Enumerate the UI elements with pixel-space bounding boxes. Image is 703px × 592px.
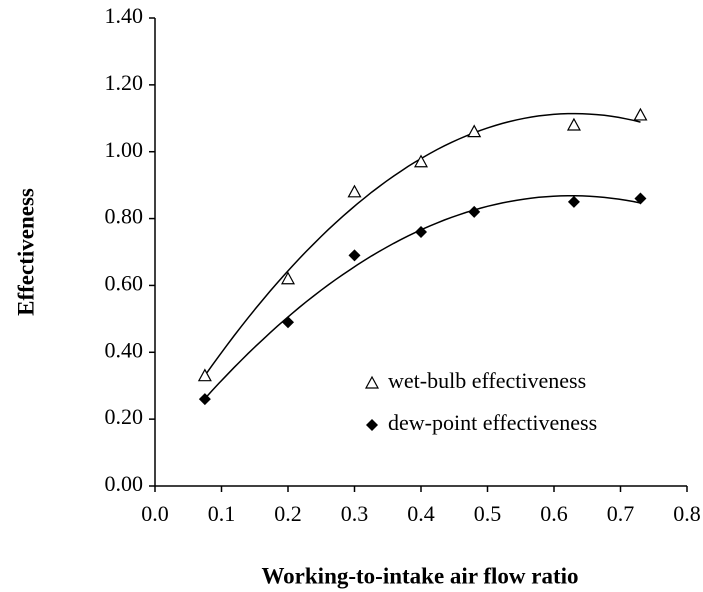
- x-tick-label: 0.4: [407, 501, 435, 526]
- point: [413, 154, 429, 168]
- x-tick-label: 0.7: [607, 501, 635, 526]
- x-tick-label: 0.8: [673, 501, 701, 526]
- point: [280, 271, 296, 285]
- point: [633, 107, 648, 121]
- legend-label: dew-point effectiveness: [388, 410, 597, 435]
- point: [197, 368, 212, 382]
- x-axis-title: Working-to-intake air flow ratio: [261, 563, 578, 588]
- y-tick-label: 0.00: [105, 471, 144, 496]
- point: [467, 124, 482, 138]
- x-tick-label: 0.3: [341, 501, 369, 526]
- y-tick-label: 0.40: [105, 337, 144, 362]
- point: [415, 225, 427, 238]
- point: [347, 184, 362, 198]
- point: [468, 205, 481, 218]
- x-tick-label: 0.0: [141, 501, 169, 526]
- point: [282, 316, 294, 329]
- point: [566, 117, 581, 131]
- x-tick-label: 0.6: [540, 501, 568, 526]
- point: [634, 192, 647, 205]
- y-tick-label: 0.20: [105, 404, 144, 429]
- trend-line: [204, 112, 641, 377]
- legend-label: wet-bulb effectiveness: [388, 368, 586, 393]
- point: [567, 195, 580, 208]
- legend-marker: [364, 375, 380, 389]
- x-tick-label: 0.1: [208, 501, 236, 526]
- y-tick-label: 1.40: [105, 3, 144, 28]
- y-tick-label: 1.00: [105, 137, 144, 162]
- y-tick-label: 0.60: [105, 270, 144, 295]
- y-tick-label: 1.20: [105, 70, 144, 95]
- x-tick-label: 0.5: [474, 501, 502, 526]
- y-axis-title: Effectiveness: [13, 188, 38, 316]
- point: [198, 393, 211, 406]
- point: [348, 249, 361, 262]
- legend-marker: [366, 419, 378, 431]
- x-tick-label: 0.2: [274, 501, 302, 526]
- y-tick-label: 0.80: [105, 204, 144, 229]
